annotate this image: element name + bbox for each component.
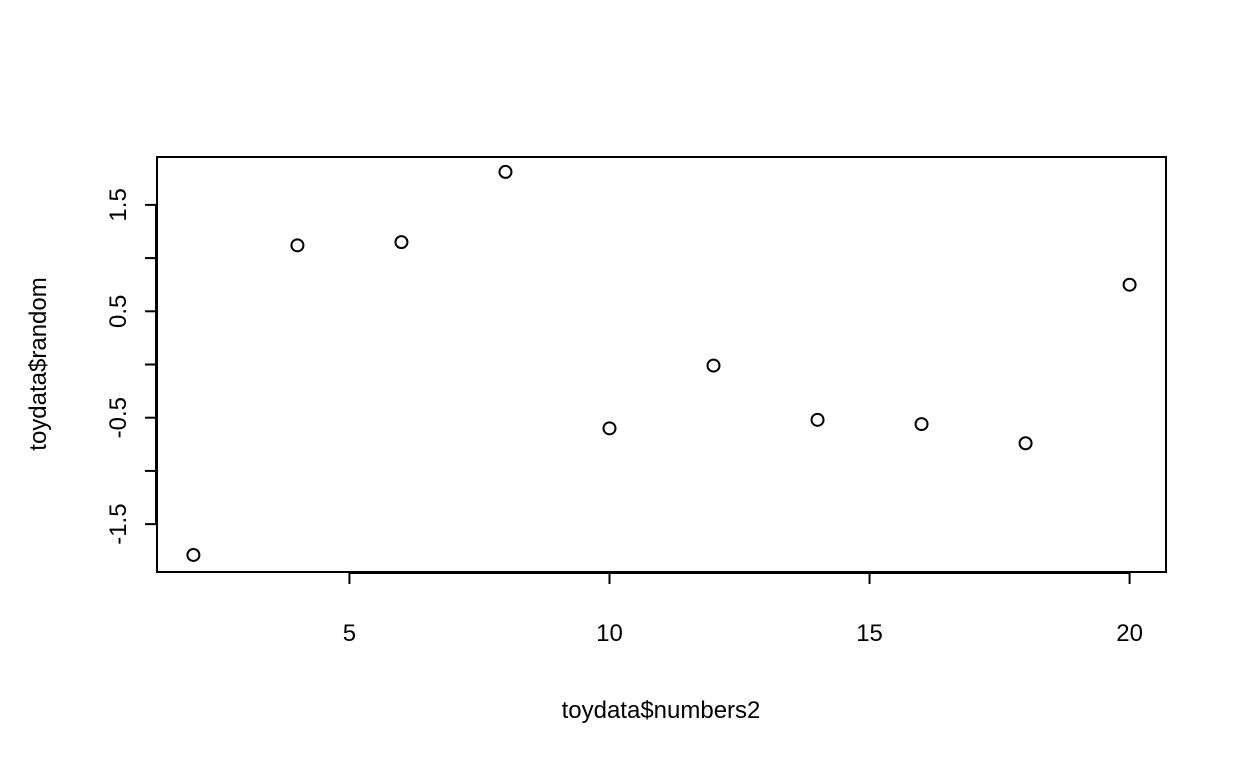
y-tick-label: -1.5 [105, 503, 132, 544]
x-tick-label: 5 [343, 620, 356, 647]
data-point [810, 412, 825, 427]
data-point [394, 235, 409, 250]
y-axis: -1.5 -0.5 0.5 1.5 [105, 188, 157, 545]
y-axis-title: toydata$random [25, 277, 52, 450]
x-tick-label: 20 [1116, 620, 1143, 647]
data-point [186, 547, 201, 562]
x-axis: 5 10 15 20 [343, 572, 1143, 647]
x-axis-title: toydata$numbers2 [562, 697, 761, 724]
data-point [914, 417, 929, 432]
y-tick-label: 0.5 [105, 295, 132, 328]
data-point [290, 238, 305, 253]
data-point [602, 421, 617, 436]
y-tick-label: 1.5 [105, 188, 132, 221]
plot-frame [156, 156, 1167, 573]
y-tick-label: -0.5 [105, 397, 132, 438]
data-point [706, 358, 721, 373]
data-point [498, 164, 513, 179]
data-point [1122, 277, 1137, 292]
x-tick-label: 10 [596, 620, 623, 647]
data-points [186, 164, 1137, 562]
x-tick-label: 15 [856, 620, 883, 647]
data-point [1018, 436, 1033, 451]
